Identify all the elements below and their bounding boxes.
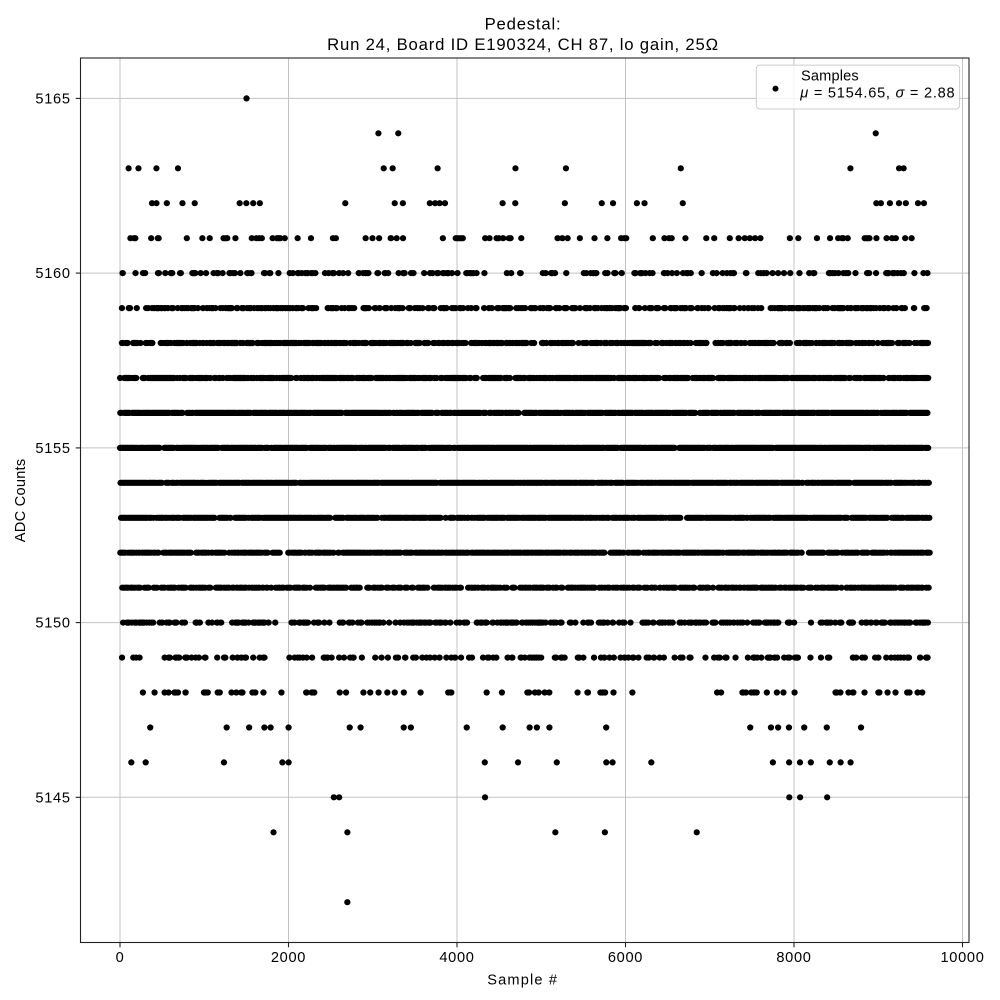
svg-text:Sample #: Sample # <box>487 973 558 989</box>
svg-text:μ = 5154.65, σ = 2.88: μ = 5154.65, σ = 2.88 <box>799 86 955 102</box>
svg-text:5150: 5150 <box>35 616 70 632</box>
svg-text:0: 0 <box>116 950 125 966</box>
svg-text:6000: 6000 <box>608 950 643 966</box>
svg-text:5155: 5155 <box>35 441 70 457</box>
svg-text:5145: 5145 <box>35 790 70 806</box>
svg-text:5165: 5165 <box>35 92 70 108</box>
svg-text:2000: 2000 <box>271 950 306 966</box>
svg-text:Pedestal:: Pedestal: <box>485 14 562 33</box>
svg-text:10000: 10000 <box>940 950 984 966</box>
svg-text:8000: 8000 <box>776 950 811 966</box>
svg-text:Run 24, Board ID E190324, CH 8: Run 24, Board ID E190324, CH 87, lo gain… <box>327 35 719 54</box>
svg-text:4000: 4000 <box>439 950 474 966</box>
svg-text:Samples: Samples <box>801 68 859 84</box>
svg-text:ADC Counts: ADC Counts <box>13 459 29 543</box>
svg-text:5160: 5160 <box>35 266 70 282</box>
